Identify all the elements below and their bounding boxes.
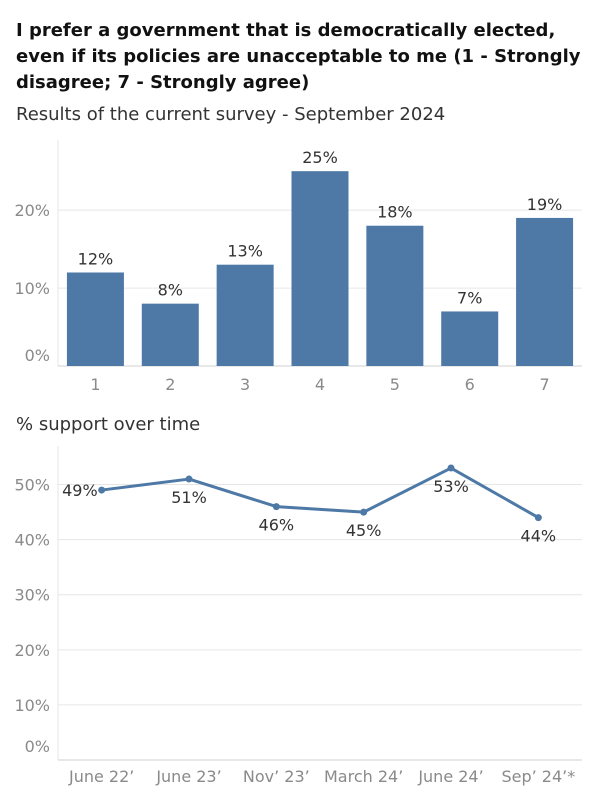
bar-x-tick-label: 7 [539, 375, 549, 394]
line-chart: 0% 10% 20% 30% 40% 50% 49% June 22’ 51% June 23’ 4… [14, 446, 582, 786]
bar-x-tick-label: 2 [165, 375, 175, 394]
line-data-label: 51% [171, 488, 207, 507]
bar-data-label: 7% [457, 288, 482, 307]
bar [141, 303, 199, 366]
line-point [98, 486, 106, 494]
line-x-tick-label: Nov’ 23’ [243, 767, 310, 786]
line-data-label: 45% [346, 521, 382, 540]
line-point [534, 514, 542, 522]
line-point [185, 475, 193, 483]
bar-data-label: 8% [158, 281, 183, 300]
line-data-label: 46% [259, 516, 295, 535]
bar-data-label: 18% [377, 203, 413, 222]
line-chart-title: % support over time [16, 414, 201, 435]
line-point [272, 503, 280, 511]
bar-y-tick-label: 10% [14, 279, 50, 298]
line-x-tick-label: Sep’ 24’* [501, 767, 575, 786]
line-x-tick-label: June 23’ [155, 767, 221, 786]
series-line [101, 466, 540, 519]
bar-data-label: 19% [527, 195, 563, 214]
line-y-tick-label: 30% [14, 586, 50, 605]
bar-data-label: 13% [227, 242, 263, 261]
bar [66, 272, 124, 366]
bar-x-tick-label: 6 [465, 375, 475, 394]
bar [441, 311, 499, 366]
line-x-tick-label: June 22’ [68, 767, 134, 786]
bar-y-tick-label: 0% [25, 346, 50, 365]
chart-title: I prefer a government that is democratic… [16, 20, 581, 93]
line-x-tick-label: March 24’ [324, 767, 403, 786]
line-y-tick-label: 20% [14, 641, 50, 660]
bar-x-tick-label: 5 [390, 375, 400, 394]
line-point [360, 508, 368, 516]
bar-chart: 0%10%20%12%18%213%325%418%57%619%7 [14, 140, 582, 394]
line-y-tick-label: 40% [14, 531, 50, 550]
line-x-tick-label: June 24’ [417, 767, 483, 786]
bar-x-tick-label: 1 [90, 375, 100, 394]
line-data-label: 44% [521, 527, 557, 546]
line-y-tick-label: 0% [25, 737, 50, 756]
line-y-tick-label: 10% [14, 696, 50, 715]
line-point [447, 464, 455, 472]
line-y-tick-label: 50% [14, 476, 50, 495]
bar-chart-subtitle: Results of the current survey - Septembe… [16, 104, 446, 125]
bar-y-tick-label: 20% [14, 201, 50, 220]
bar [216, 264, 274, 366]
bar [291, 171, 349, 366]
bar-x-tick-label: 3 [240, 375, 250, 394]
line-data-label: 53% [433, 477, 469, 496]
bar [366, 225, 424, 366]
bar [516, 217, 574, 366]
bar-data-label: 12% [78, 249, 114, 268]
bar-data-label: 25% [302, 148, 338, 167]
bar-x-tick-label: 4 [315, 375, 325, 394]
line-data-label: 49% [62, 481, 98, 500]
